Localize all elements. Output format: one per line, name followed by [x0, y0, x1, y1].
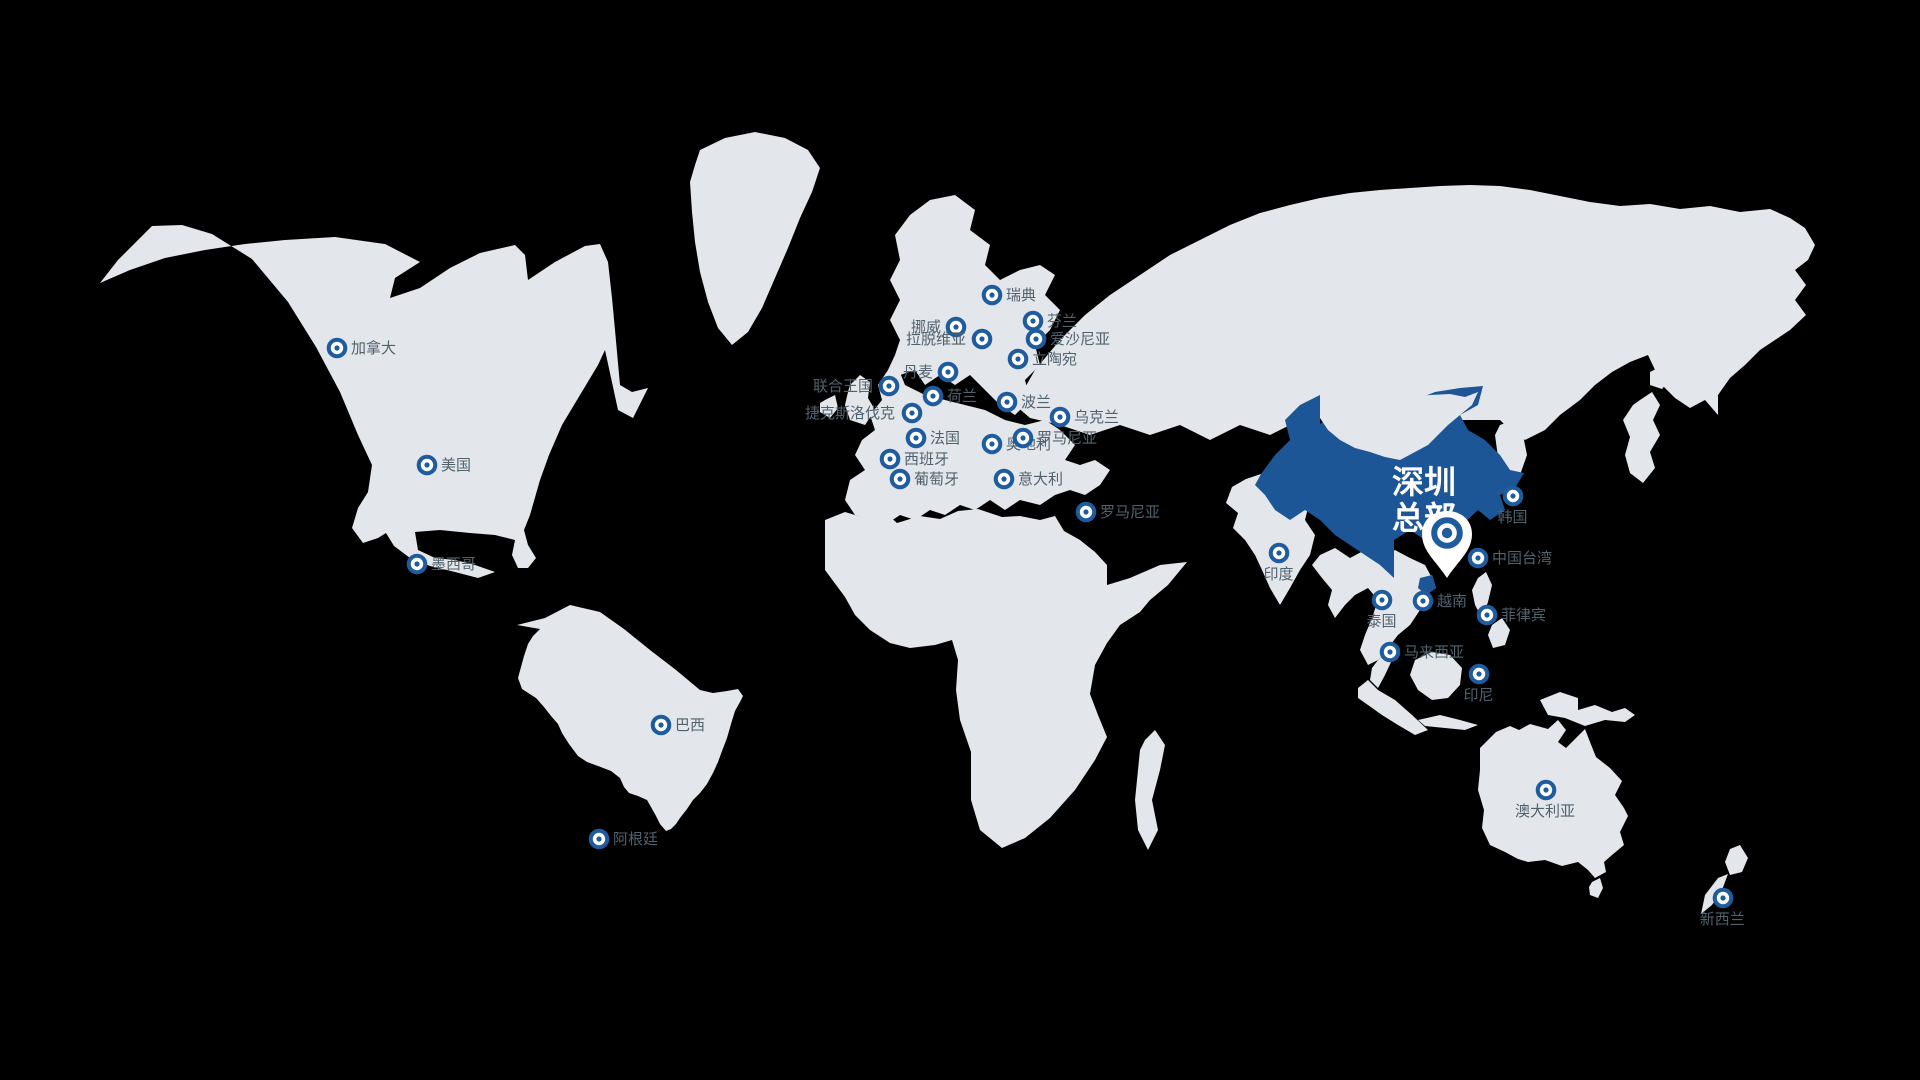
- svg-text:立陶宛: 立陶宛: [1032, 351, 1077, 368]
- svg-text:巴西: 巴西: [675, 717, 705, 734]
- svg-text:中国台湾: 中国台湾: [1492, 550, 1552, 567]
- svg-text:美国: 美国: [441, 457, 471, 474]
- svg-text:丹麦: 丹麦: [903, 364, 933, 381]
- svg-text:捷克斯洛伐克: 捷克斯洛伐克: [805, 405, 895, 422]
- svg-text:意大利: 意大利: [1018, 470, 1063, 488]
- svg-text:马来西亚: 马来西亚: [1404, 644, 1464, 661]
- svg-text:拉脱维亚: 拉脱维亚: [906, 331, 966, 348]
- svg-text:联合王国: 联合王国: [813, 378, 873, 395]
- svg-text:印度: 印度: [1264, 566, 1294, 583]
- svg-text:法国: 法国: [930, 430, 960, 447]
- svg-text:葡萄牙: 葡萄牙: [914, 471, 959, 488]
- svg-text:新西兰: 新西兰: [1700, 911, 1745, 928]
- svg-text:菲律宾: 菲律宾: [1501, 607, 1546, 624]
- svg-text:荷兰: 荷兰: [947, 388, 977, 405]
- svg-text:西班牙: 西班牙: [904, 451, 949, 468]
- svg-text:芬兰: 芬兰: [1047, 313, 1077, 330]
- svg-text:阿根廷: 阿根廷: [613, 831, 658, 848]
- svg-text:越南: 越南: [1437, 593, 1467, 610]
- svg-text:罗马尼亚: 罗马尼亚: [1037, 430, 1097, 447]
- svg-text:印尼: 印尼: [1464, 687, 1494, 704]
- svg-text:深圳: 深圳: [1392, 464, 1456, 500]
- svg-text:加拿大: 加拿大: [351, 339, 396, 357]
- svg-text:爱沙尼亚: 爱沙尼亚: [1050, 331, 1110, 348]
- svg-text:波兰: 波兰: [1021, 394, 1051, 411]
- svg-text:瑞典: 瑞典: [1006, 287, 1036, 304]
- svg-text:罗马尼亚: 罗马尼亚: [1100, 504, 1160, 521]
- svg-text:乌克兰: 乌克兰: [1074, 409, 1119, 426]
- svg-text:澳大利亚: 澳大利亚: [1515, 803, 1575, 820]
- svg-text:泰国: 泰国: [1367, 613, 1397, 630]
- svg-text:韩国: 韩国: [1498, 509, 1528, 526]
- svg-text:墨西哥: 墨西哥: [431, 556, 476, 573]
